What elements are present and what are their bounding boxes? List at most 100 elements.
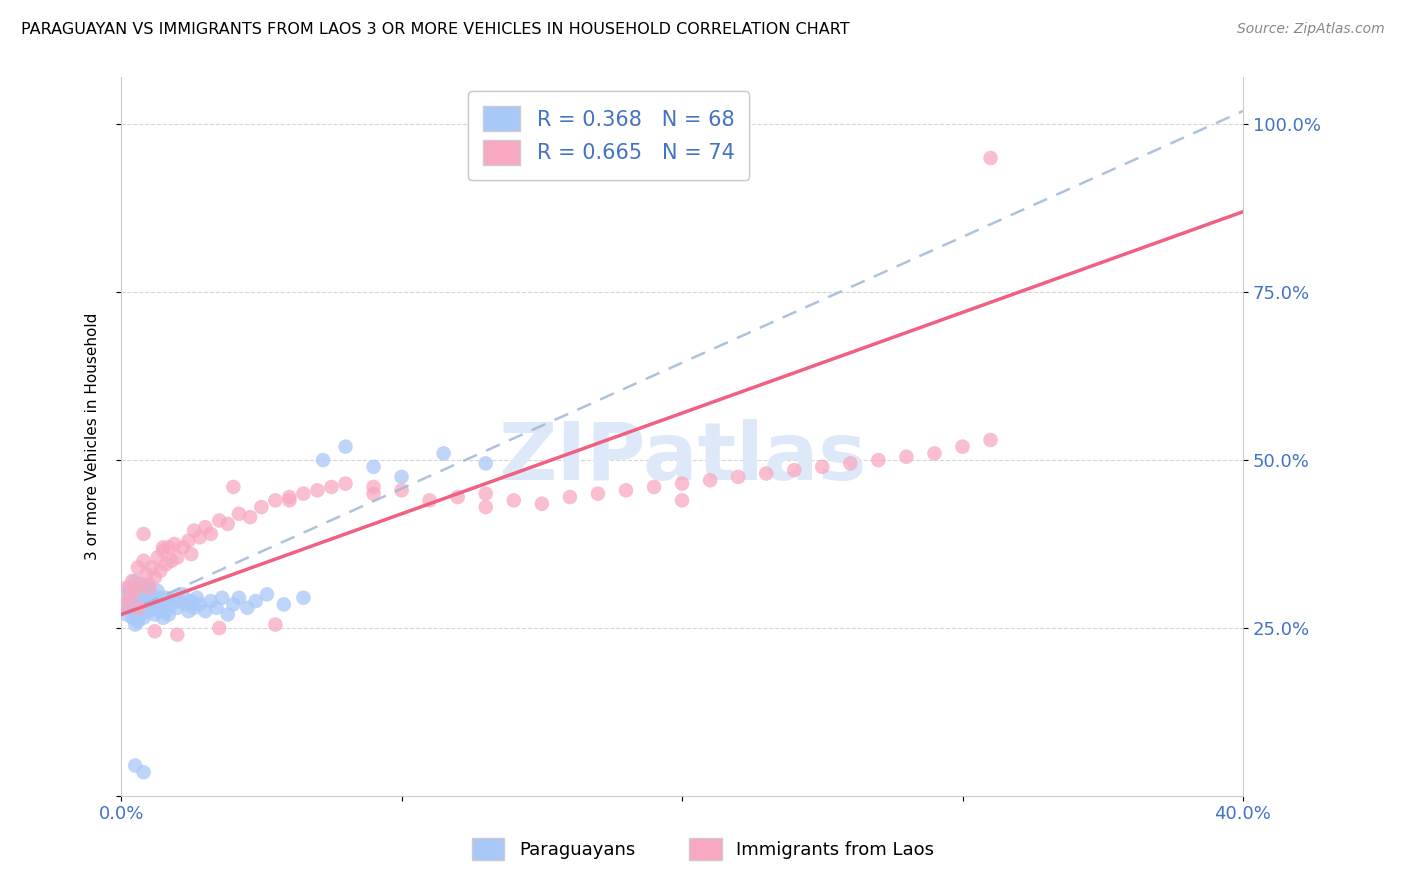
Point bbox=[183, 600, 205, 615]
Point bbox=[135, 581, 157, 595]
Point bbox=[236, 600, 259, 615]
Point bbox=[132, 554, 155, 568]
Point bbox=[124, 584, 146, 599]
Point bbox=[124, 617, 146, 632]
Point bbox=[335, 476, 357, 491]
Point bbox=[755, 467, 778, 481]
Point bbox=[115, 581, 138, 595]
Point bbox=[699, 473, 721, 487]
Point bbox=[127, 598, 149, 612]
Point bbox=[115, 587, 138, 601]
Point bbox=[124, 574, 146, 588]
Point bbox=[586, 486, 609, 500]
Point bbox=[811, 459, 834, 474]
Point bbox=[180, 547, 202, 561]
Point bbox=[188, 598, 211, 612]
Point bbox=[200, 527, 222, 541]
Point bbox=[121, 591, 143, 605]
Point bbox=[952, 440, 974, 454]
Point bbox=[143, 571, 166, 585]
Point bbox=[118, 600, 141, 615]
Point bbox=[839, 457, 862, 471]
Point bbox=[278, 490, 301, 504]
Point bbox=[208, 514, 231, 528]
Point bbox=[172, 587, 194, 601]
Point bbox=[671, 476, 693, 491]
Point bbox=[166, 600, 188, 615]
Point bbox=[143, 607, 166, 622]
Point bbox=[115, 607, 138, 622]
Point bbox=[163, 537, 186, 551]
Point bbox=[186, 591, 208, 605]
Point bbox=[363, 486, 385, 500]
Point bbox=[155, 557, 177, 571]
Point bbox=[135, 594, 157, 608]
Point bbox=[138, 581, 160, 595]
Point bbox=[222, 598, 245, 612]
Point bbox=[124, 758, 146, 772]
Point bbox=[160, 554, 183, 568]
Point bbox=[188, 530, 211, 544]
Point bbox=[127, 614, 149, 628]
Point bbox=[121, 574, 143, 588]
Point bbox=[474, 500, 496, 514]
Point bbox=[228, 507, 250, 521]
Point bbox=[149, 564, 172, 578]
Point bbox=[141, 560, 163, 574]
Legend: Paraguayans, Immigrants from Laos: Paraguayans, Immigrants from Laos bbox=[457, 823, 949, 874]
Point bbox=[155, 604, 177, 618]
Point bbox=[312, 453, 335, 467]
Point bbox=[129, 577, 152, 591]
Point bbox=[132, 765, 155, 780]
Point bbox=[783, 463, 806, 477]
Point bbox=[194, 604, 217, 618]
Point bbox=[132, 527, 155, 541]
Point bbox=[129, 607, 152, 622]
Point bbox=[474, 457, 496, 471]
Legend: R = 0.368   N = 68, R = 0.665   N = 74: R = 0.368 N = 68, R = 0.665 N = 74 bbox=[468, 92, 749, 180]
Point bbox=[129, 577, 152, 591]
Point bbox=[138, 604, 160, 618]
Point bbox=[335, 440, 357, 454]
Point bbox=[278, 493, 301, 508]
Point bbox=[141, 587, 163, 601]
Point bbox=[141, 600, 163, 615]
Point bbox=[169, 594, 191, 608]
Point bbox=[980, 433, 1002, 447]
Point bbox=[228, 591, 250, 605]
Point bbox=[205, 600, 228, 615]
Point bbox=[211, 591, 233, 605]
Point bbox=[727, 470, 749, 484]
Point bbox=[177, 533, 200, 548]
Point bbox=[924, 446, 946, 460]
Point bbox=[200, 594, 222, 608]
Y-axis label: 3 or more Vehicles in Household: 3 or more Vehicles in Household bbox=[86, 313, 100, 560]
Point bbox=[152, 541, 174, 555]
Text: Source: ZipAtlas.com: Source: ZipAtlas.com bbox=[1237, 22, 1385, 37]
Point bbox=[250, 500, 273, 514]
Point bbox=[643, 480, 665, 494]
Point bbox=[273, 598, 295, 612]
Point bbox=[157, 607, 180, 622]
Point bbox=[121, 611, 143, 625]
Point bbox=[256, 587, 278, 601]
Point bbox=[132, 587, 155, 601]
Point bbox=[419, 493, 441, 508]
Point bbox=[447, 490, 470, 504]
Point bbox=[245, 594, 267, 608]
Point bbox=[157, 541, 180, 555]
Point bbox=[363, 459, 385, 474]
Point bbox=[292, 486, 315, 500]
Point bbox=[138, 591, 160, 605]
Point bbox=[112, 598, 135, 612]
Point bbox=[149, 591, 172, 605]
Point bbox=[264, 493, 287, 508]
Point bbox=[292, 591, 315, 605]
Point bbox=[143, 624, 166, 639]
Point bbox=[143, 594, 166, 608]
Point bbox=[152, 598, 174, 612]
Point bbox=[264, 617, 287, 632]
Point bbox=[363, 480, 385, 494]
Point bbox=[138, 577, 160, 591]
Point bbox=[896, 450, 918, 464]
